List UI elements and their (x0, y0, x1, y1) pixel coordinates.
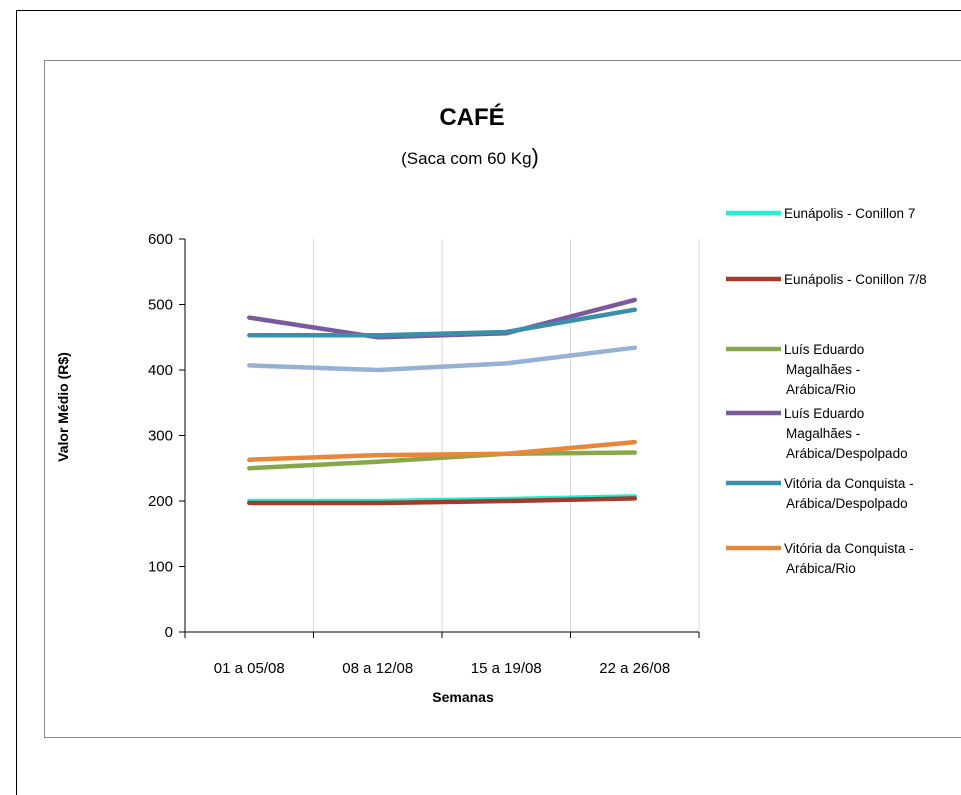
chart-frame (44, 60, 961, 738)
legend-label: Luís Eduardo (784, 406, 864, 421)
x-axis-title: Semanas (432, 689, 494, 705)
y-tick-label: 500 (148, 297, 173, 314)
legend-label: Magalhães - (786, 426, 860, 441)
legend-label: Arábica/Despolpado (786, 496, 908, 511)
series-line (247, 345, 638, 373)
y-axis-title: Valor Médio (R$) (55, 352, 71, 462)
legend-label: Luís Eduardo (784, 342, 864, 357)
y-tick-label: 200 (148, 493, 173, 510)
y-tick-label: 400 (148, 362, 173, 379)
x-tick-label: 15 a 19/08 (471, 660, 542, 677)
legend-label: Vitória da Conquista - (784, 541, 914, 556)
series-line (247, 450, 638, 471)
y-tick-label: 300 (148, 428, 173, 445)
legend-label: Eunápolis - Conillon 7/8 (784, 272, 927, 287)
series-line (247, 439, 638, 462)
legend-label: Magalhães - (786, 362, 860, 377)
legend-label: Arábica/Rio (786, 382, 856, 397)
page-frame (16, 10, 961, 795)
legend-label: Arábica/Rio (786, 561, 856, 576)
series-line (247, 496, 638, 506)
series-layer (247, 297, 638, 506)
y-tick-label: 600 (148, 231, 173, 248)
series-line (247, 307, 638, 338)
chart-title: CAFÉ (439, 103, 504, 131)
legend-label: Eunápolis - Conillon 7 (784, 206, 915, 221)
legend-label: Vitória da Conquista - (784, 476, 914, 491)
x-tick-label: 08 a 12/08 (342, 660, 413, 677)
chart-subtitle: (Saca com 60 Kg) (401, 144, 539, 169)
axes-layer: 0 100 200 300 400 500 600 01 a 05/08 08 a 12/08 1… (148, 231, 700, 677)
legend: Eunápolis - Conillon 7 Eunápolis - Conill… (726, 206, 927, 576)
x-tick-label: 22 a 26/08 (599, 660, 670, 677)
grid-layer (313, 239, 700, 632)
y-tick-label: 0 (165, 624, 173, 641)
legend-label: Arábica/Despolpado (786, 446, 908, 461)
y-tick-label: 100 (148, 559, 173, 576)
x-tick-label: 01 a 05/08 (214, 660, 285, 677)
